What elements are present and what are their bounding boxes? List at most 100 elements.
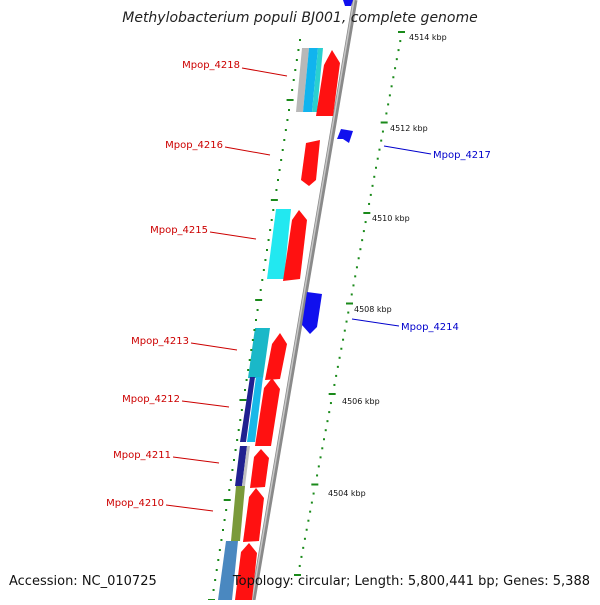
inner-minor-tick (277, 179, 279, 181)
scale-minor-tick (371, 184, 374, 187)
inner-minor-tick (255, 319, 257, 321)
gene-arrow-4215[interactable] (283, 210, 307, 281)
gene-block-4212-navy[interactable] (240, 377, 255, 442)
inner-minor-tick (253, 329, 256, 331)
gene-block-4215-cyan[interactable] (267, 209, 291, 279)
scale-major-tick (380, 121, 388, 124)
gene-arrow-bottom[interactable] (235, 543, 257, 600)
gene-arrow-4214[interactable] (302, 292, 322, 334)
scale-minor-tick (312, 492, 315, 495)
gene-label[interactable]: Mpop_4211 (113, 450, 171, 461)
scale-minor-tick (298, 564, 301, 567)
scale-minor-tick (323, 438, 325, 441)
gene-label[interactable]: Mpop_4217 (433, 150, 491, 161)
scale-minor-tick (388, 94, 391, 97)
scale-minor-tick (378, 148, 381, 151)
gene-leader-line (165, 504, 214, 512)
scale-minor-tick (342, 338, 345, 341)
scale-major-tick (311, 483, 319, 486)
gene-block-4210-olive[interactable] (231, 486, 245, 541)
inner-minor-tick (288, 109, 290, 111)
scale-minor-tick (343, 329, 346, 332)
scale-major-tick (328, 393, 336, 395)
genome-backbone-highlight (251, 0, 355, 601)
scale-label: 4512 kbp (390, 124, 428, 133)
gene-arrow-4212[interactable] (255, 378, 280, 446)
inner-major-tick (255, 299, 263, 301)
gene-block-4218-cyan[interactable] (303, 48, 318, 112)
gene-label[interactable]: Mpop_4213 (131, 336, 189, 347)
inner-minor-tick (292, 79, 295, 81)
scale-minor-tick (324, 429, 327, 432)
scale-minor-tick (368, 202, 371, 205)
gene-label[interactable]: Mpop_4216 (165, 140, 223, 151)
inner-minor-tick (294, 69, 297, 71)
inner-minor-tick (297, 49, 300, 51)
gene-leader-line (241, 67, 288, 77)
inner-minor-tick (228, 489, 231, 491)
inner-major-tick (270, 199, 278, 201)
scale-minor-tick (328, 411, 331, 414)
gene-label[interactable]: Mpop_4218 (182, 60, 240, 71)
map-title: Methylobacterium populi BJ001, complete … (122, 10, 478, 26)
inner-minor-tick (225, 509, 228, 511)
gene-block-4218-grey[interactable] (296, 48, 309, 112)
inner-minor-tick (218, 549, 221, 551)
gene-leader-line (351, 318, 400, 327)
inner-minor-tick (239, 419, 242, 421)
inner-minor-tick (231, 469, 234, 471)
inner-minor-tick (215, 569, 218, 571)
scale-minor-tick (350, 293, 353, 296)
scale-minor-tick (303, 537, 306, 540)
scale-minor-tick (309, 510, 312, 513)
gene-leader-line (209, 231, 257, 240)
gene-block-4211-grey[interactable] (242, 446, 250, 486)
gene-leader-line (181, 400, 230, 408)
inner-minor-tick (244, 389, 246, 391)
gene-arrow-4213[interactable] (265, 333, 287, 380)
inner-minor-tick (259, 289, 262, 291)
scale-minor-tick (305, 528, 308, 531)
gene-arrow-4217[interactable] (337, 129, 353, 143)
inner-minor-tick (223, 519, 226, 521)
gene-leader-line (383, 145, 432, 155)
inner-minor-tick (267, 239, 270, 241)
scale-label: 4504 kbp (328, 489, 366, 498)
scale-minor-tick (376, 157, 379, 160)
inner-minor-tick (237, 429, 240, 431)
scale-label: 4506 kbp (342, 397, 380, 406)
gene-arrow-4218[interactable] (316, 50, 340, 116)
gene-arrow-top-forward[interactable] (343, 0, 353, 6)
gene-label[interactable]: Mpop_4215 (150, 225, 208, 236)
scale-major-tick (363, 212, 371, 214)
gene-block-bottom-steel[interactable] (218, 541, 238, 600)
gene-leader-line (190, 342, 238, 351)
gene-block-4213-teal[interactable] (248, 328, 270, 378)
gene-arrow-4216[interactable] (301, 140, 320, 186)
gene-label[interactable]: Mpop_4214 (401, 322, 459, 333)
scale-minor-tick (335, 374, 338, 377)
scale-minor-tick (326, 420, 329, 423)
scale-minor-tick (319, 456, 322, 459)
scale-minor-tick (336, 365, 339, 368)
scale-minor-tick (364, 221, 367, 224)
gene-block-4211-navy[interactable] (235, 446, 247, 486)
scale-minor-tick (347, 311, 350, 314)
inner-minor-tick (295, 59, 298, 61)
scale-minor-tick (394, 67, 397, 70)
gene-label[interactable]: Mpop_4210 (106, 498, 164, 509)
gene-block-4212-cyan[interactable] (247, 377, 263, 442)
scale-minor-tick (352, 284, 355, 287)
gene-arrow-4210[interactable] (243, 488, 264, 542)
gene-block-4218-teal[interactable] (312, 48, 323, 112)
inner-minor-tick (233, 459, 235, 461)
scale-minor-tick (357, 257, 360, 260)
inner-minor-tick (229, 479, 232, 481)
inner-minor-tick (272, 209, 275, 211)
gene-arrow-4211[interactable] (250, 449, 269, 488)
gene-label[interactable]: Mpop_4212 (122, 394, 180, 405)
scale-major-tick (294, 574, 301, 576)
inner-minor-tick (217, 559, 220, 561)
inner-tick-track (208, 39, 301, 601)
